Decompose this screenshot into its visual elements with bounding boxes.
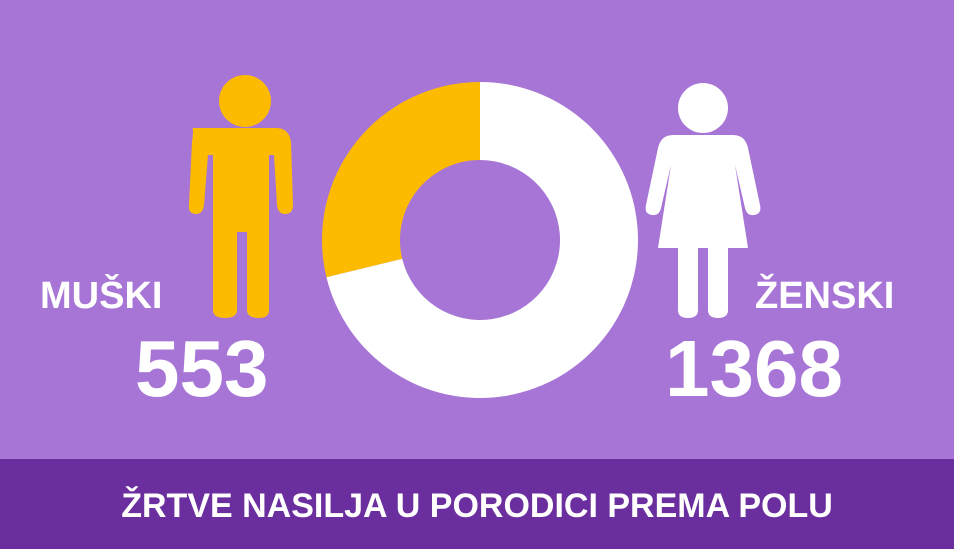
title-bar bbox=[0, 459, 954, 549]
male-icon bbox=[188, 75, 293, 318]
value-label: 1368 bbox=[665, 324, 843, 413]
donut-slice bbox=[322, 82, 480, 278]
value-label: 553 bbox=[135, 324, 268, 413]
chart-title: ŽRTVE NASILJA U PORODICI PREMA POLU bbox=[121, 487, 833, 525]
donut-slice bbox=[326, 82, 638, 398]
category-label: MUŠKI bbox=[40, 272, 162, 317]
donut bbox=[322, 82, 638, 398]
category-label: ŽENSKI bbox=[755, 273, 894, 317]
female-icon bbox=[645, 83, 761, 318]
